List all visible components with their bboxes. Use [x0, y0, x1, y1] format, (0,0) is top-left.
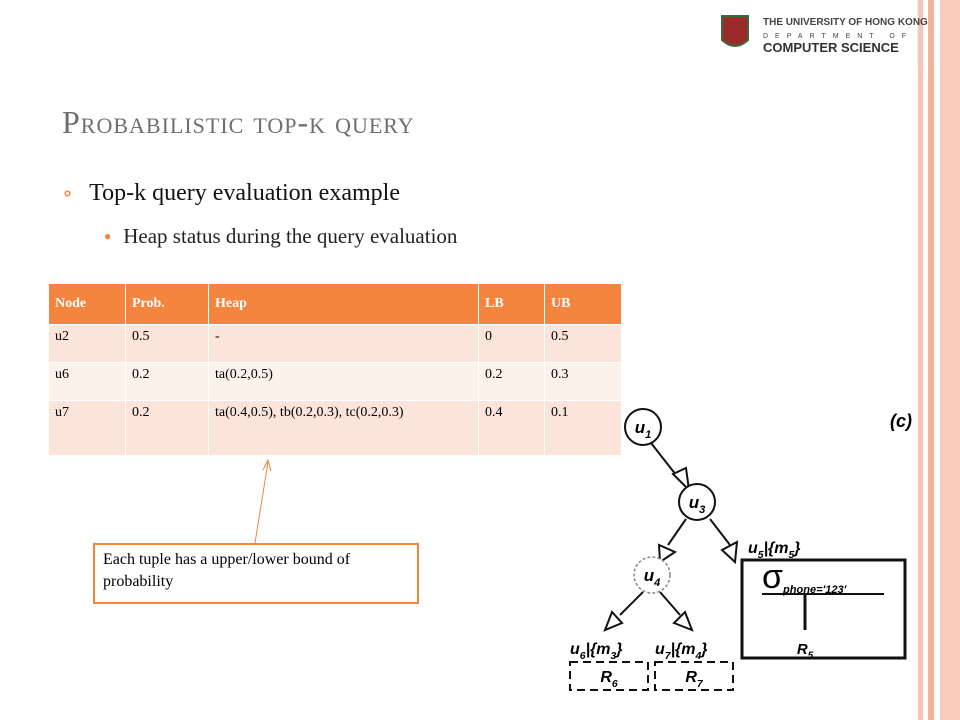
diagram-text: u7|{m4}: [655, 641, 708, 662]
relation-box: [569, 661, 649, 691]
subscript: 6: [580, 651, 586, 662]
cell: 0: [478, 324, 545, 363]
subscript: 7: [665, 651, 672, 662]
diagram-text: u1: [635, 418, 652, 441]
cell: 0.2: [478, 362, 545, 401]
subscript: 1: [645, 429, 651, 441]
header-cell: Heap: [208, 283, 479, 325]
label-part: |{m: [764, 540, 789, 557]
subscript: 5: [758, 550, 764, 561]
label-part: R: [685, 669, 697, 686]
label-part: }: [699, 641, 707, 658]
logo-crest: [721, 15, 749, 47]
diagram-text: R6: [600, 669, 618, 690]
tree-edges: [603, 442, 739, 632]
label-part: u: [748, 540, 758, 557]
diagram-text: u4: [644, 566, 661, 589]
logo-text: DEPARTMENT OF: [763, 33, 913, 40]
cell: 0.4: [478, 400, 545, 456]
row: u7 0.2 ta(0.4,0.5), tb(0.2,0.3), tc(0.2,0.…: [48, 400, 622, 456]
callout-arrowhead: [262, 458, 272, 472]
stripe: [928, 0, 934, 720]
cell: ta(0.2,0.5): [208, 362, 479, 401]
cell: 0.1: [544, 400, 622, 456]
label-part: |{m: [586, 641, 611, 658]
diagram-text: u6|{m3}: [570, 641, 623, 662]
cell: 0.2: [125, 400, 209, 456]
label-part: u: [655, 641, 665, 658]
subscript: 3: [611, 651, 617, 662]
diagram-text: σphone='123': [762, 558, 847, 596]
cell: 0.3: [544, 362, 622, 401]
subscript: 7: [697, 679, 704, 690]
logo-text: COMPUTER SCIENCE: [763, 40, 899, 55]
cell: 0.5: [544, 324, 622, 363]
diagram-text: R5: [797, 641, 814, 662]
node: [633, 556, 671, 594]
label-part: u: [689, 493, 700, 512]
cell: 0.2: [125, 362, 209, 401]
sub-bullet-text: Heap status during the query evaluation: [123, 224, 458, 248]
subscript: 6: [612, 679, 618, 690]
cell: u2: [48, 324, 126, 363]
cell: 0.5: [125, 324, 209, 363]
label-part: σ: [762, 558, 783, 596]
stripe: [918, 0, 923, 720]
table: Node Prob. Heap LB UB u2 0.5-0 0.5 u6 0.2 ta(0.2,0…: [48, 283, 622, 456]
label-part: u: [644, 566, 655, 585]
relation-box: [654, 661, 734, 691]
cell: -: [208, 324, 479, 363]
node: [678, 483, 716, 521]
stripe: [940, 0, 960, 720]
logo-text: THE UNIVERSITY OF HONG KONG: [763, 17, 928, 28]
row: u6 0.2 ta(0.2,0.5) 0.2 0.3: [48, 362, 622, 401]
subscript: 3: [699, 504, 706, 516]
subscript: 4: [695, 651, 702, 662]
subscript: phone='123': [782, 584, 847, 596]
subscript: 4: [653, 577, 660, 589]
label-part: u: [635, 418, 646, 437]
sub-bullet: ● Heap status during the query evaluation: [104, 224, 458, 248]
diagram-text: R7: [685, 669, 704, 690]
label-part: |{m: [671, 641, 696, 658]
node: [624, 408, 662, 446]
bullet: ⚬ Top-k query evaluation example: [60, 180, 400, 206]
cell: u6: [48, 362, 126, 401]
diagram-label: (c): [890, 411, 912, 431]
label-part: R: [600, 669, 612, 686]
bullet-text: Top-k query evaluation example: [89, 180, 400, 206]
cell: ta(0.4,0.5), tb(0.2,0.3), tc(0.2,0.3): [208, 400, 479, 456]
cell: u7: [48, 400, 126, 456]
header-cell: Node: [48, 283, 126, 325]
header-cell: LB: [478, 283, 545, 325]
selection-box: [740, 558, 907, 660]
label-part: u: [570, 641, 580, 658]
label-part: }: [614, 641, 622, 658]
header-cell: Prob.: [125, 283, 209, 325]
callout: Each tuple has a upper/lower bound of pr…: [93, 543, 419, 604]
subscript: 5: [808, 651, 814, 662]
title: Probabilistic top-k query: [62, 104, 415, 140]
subscript: 5: [789, 550, 795, 561]
diagram-text: u3: [689, 493, 706, 516]
callout-arrow: [254, 461, 269, 544]
header-row: Node Prob. Heap LB UB: [48, 283, 622, 325]
label-part: }: [792, 540, 800, 557]
label-part: R: [797, 641, 808, 658]
diagram-text: u5|{m5}: [748, 540, 801, 561]
header-cell: UB: [544, 283, 622, 325]
row: u2 0.5-0 0.5: [48, 324, 622, 363]
